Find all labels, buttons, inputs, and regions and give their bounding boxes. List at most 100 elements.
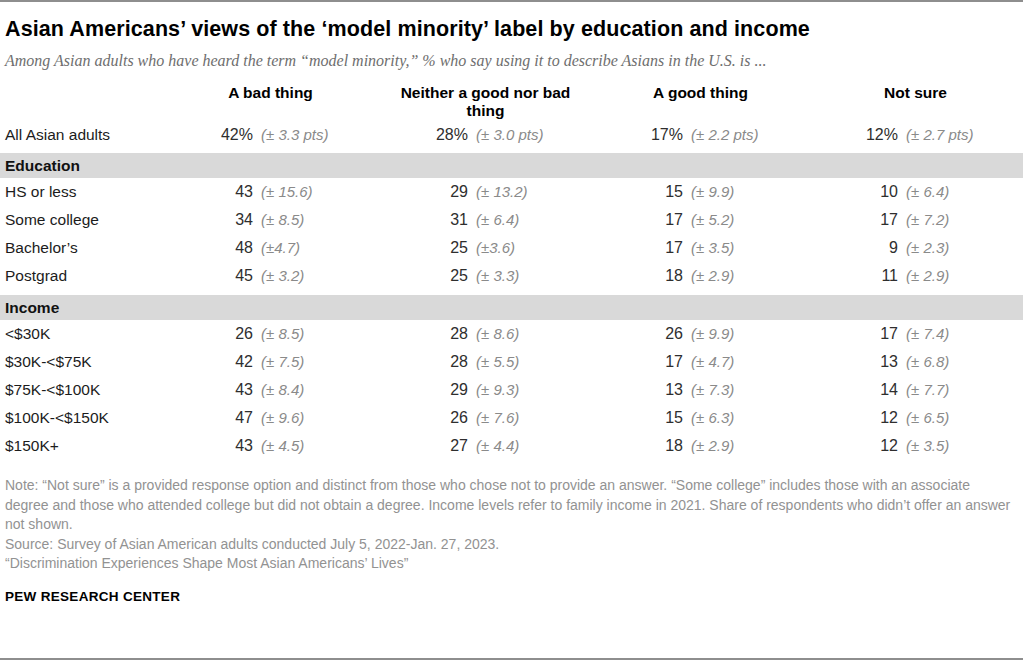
source-text: Source: Survey of Asian American adults … — [5, 535, 1013, 555]
value-cell: 17 — [593, 234, 683, 262]
moe-cell: (± 5.2) — [683, 206, 808, 234]
row-label: Some college — [0, 206, 163, 234]
moe-cell: (± 9.9) — [683, 320, 808, 348]
value-cell: 43 — [163, 376, 253, 404]
table-row-bachelors: Bachelor’s 48 (±4.7) 25 (±3.6) 17 (± 3.5… — [0, 234, 1023, 262]
moe-cell: (± 4.4) — [468, 432, 593, 460]
moe-cell: (± 3.3 pts) — [253, 120, 378, 150]
section-header-income: Income — [0, 295, 1023, 320]
row-label: Postgrad — [0, 262, 163, 290]
row-label: HS or less — [0, 178, 163, 206]
moe-cell: (± 6.8) — [898, 348, 1023, 376]
moe-cell: (± 7.7) — [898, 376, 1023, 404]
value-cell: 14 — [808, 376, 898, 404]
table-row-75k-100k: $75K-<$100K 43 (± 8.4) 29 (± 9.3) 13 (± … — [0, 376, 1023, 404]
column-header-good: A good thing — [593, 84, 808, 102]
moe-cell: (± 2.9) — [898, 262, 1023, 290]
moe-cell: (± 3.3) — [468, 262, 593, 290]
moe-cell: (± 2.3) — [898, 234, 1023, 262]
moe-cell: (± 6.5) — [898, 404, 1023, 432]
value-cell: 42% — [163, 120, 253, 150]
moe-cell: (± 6.4) — [898, 178, 1023, 206]
value-cell: 13 — [808, 348, 898, 376]
value-cell: 15 — [593, 404, 683, 432]
moe-cell: (± 3.5) — [898, 432, 1023, 460]
value-cell: 29 — [378, 178, 468, 206]
moe-cell: (± 8.4) — [253, 376, 378, 404]
moe-cell: (± 2.9) — [683, 262, 808, 290]
column-header-label: A good thing — [653, 84, 748, 102]
value-cell: 45 — [163, 262, 253, 290]
table-row-some-college: Some college 34 (± 8.5) 31 (± 6.4) 17 (±… — [0, 206, 1023, 234]
pew-table-figure: Asian Americans’ views of the ‘model min… — [0, 0, 1023, 660]
moe-cell: (± 2.2 pts) — [683, 120, 808, 150]
table-row-30k-75k: $30K-<$75K 42 (± 7.5) 28 (± 5.5) 17 (± 4… — [0, 348, 1023, 376]
value-cell: 47 — [163, 404, 253, 432]
moe-cell: (± 8.5) — [253, 206, 378, 234]
moe-cell: (± 7.5) — [253, 348, 378, 376]
moe-cell: (± 3.0 pts) — [468, 120, 593, 150]
value-cell: 28% — [378, 120, 468, 150]
note-text: Note: “Not sure” is a provided response … — [5, 476, 1013, 535]
moe-cell: (± 4.5) — [253, 432, 378, 460]
footnotes: Note: “Not sure” is a provided response … — [0, 476, 1021, 574]
moe-cell: (± 3.5) — [683, 234, 808, 262]
value-cell: 43 — [163, 178, 253, 206]
row-label: $75K-<$100K — [0, 376, 163, 404]
value-cell: 15 — [593, 178, 683, 206]
moe-cell: (± 13.2) — [468, 178, 593, 206]
moe-cell: (± 2.9) — [683, 432, 808, 460]
value-cell: 29 — [378, 376, 468, 404]
value-cell: 12 — [808, 404, 898, 432]
row-label: All Asian adults — [0, 120, 163, 150]
row-label: $150K+ — [0, 432, 163, 460]
value-cell: 28 — [378, 348, 468, 376]
value-cell: 28 — [378, 320, 468, 348]
moe-cell: (±3.6) — [468, 234, 593, 262]
value-cell: 25 — [378, 262, 468, 290]
table-header-row: A bad thing Neither a good nor bad thing… — [0, 84, 1023, 120]
row-label: $30K-<$75K — [0, 348, 163, 376]
value-cell: 17 — [808, 206, 898, 234]
table-row-150k-plus: $150K+ 43 (± 4.5) 27 (± 4.4) 18 (± 2.9) … — [0, 432, 1023, 460]
moe-cell: (± 8.6) — [468, 320, 593, 348]
moe-cell: (± 5.5) — [468, 348, 593, 376]
value-cell: 10 — [808, 178, 898, 206]
column-header-label: Not sure — [884, 84, 947, 102]
value-cell: 17 — [808, 320, 898, 348]
row-label: <$30K — [0, 320, 163, 348]
figure-subtitle: Among Asian adults who have heard the te… — [0, 51, 1023, 71]
table-row-postgrad: Postgrad 45 (± 3.2) 25 (± 3.3) 18 (± 2.9… — [0, 262, 1023, 290]
column-header-bad: A bad thing — [163, 84, 378, 102]
moe-cell: (± 9.6) — [253, 404, 378, 432]
table-row-hs-or-less: HS or less 43 (± 15.6) 29 (± 13.2) 15 (±… — [0, 178, 1023, 206]
value-cell: 43 — [163, 432, 253, 460]
value-cell: 12% — [808, 120, 898, 150]
value-cell: 25 — [378, 234, 468, 262]
value-cell: 12 — [808, 432, 898, 460]
value-cell: 42 — [163, 348, 253, 376]
section-header-education: Education — [0, 153, 1023, 178]
page-title: Asian Americans’ views of the ‘model min… — [0, 16, 1023, 42]
moe-cell: (± 7.3) — [683, 376, 808, 404]
column-header-notsure: Not sure — [808, 84, 1023, 102]
report-title-text: “Discrimination Experiences Shape Most A… — [5, 554, 1013, 574]
column-header-label: Neither a good nor bad thing — [400, 84, 572, 120]
moe-cell: (± 15.6) — [253, 178, 378, 206]
pew-research-center-wordmark: PEW RESEARCH CENTER — [0, 589, 1023, 604]
row-label: $100K-<$150K — [0, 404, 163, 432]
moe-cell: (± 2.7 pts) — [898, 120, 1023, 150]
value-cell: 48 — [163, 234, 253, 262]
value-cell: 31 — [378, 206, 468, 234]
moe-cell: (± 3.2) — [253, 262, 378, 290]
value-cell: 11 — [808, 262, 898, 290]
moe-cell: (± 6.4) — [468, 206, 593, 234]
value-cell: 26 — [163, 320, 253, 348]
column-header-label: A bad thing — [228, 84, 313, 102]
column-header-neither: Neither a good nor bad thing — [378, 84, 593, 120]
table-row-100k-150k: $100K-<$150K 47 (± 9.6) 26 (± 7.6) 15 (±… — [0, 404, 1023, 432]
value-cell: 27 — [378, 432, 468, 460]
table-row-under-30k: <$30K 26 (± 8.5) 28 (± 8.6) 26 (± 9.9) 1… — [0, 320, 1023, 348]
table-row-all-asian-adults: All Asian adults 42% (± 3.3 pts) 28% (± … — [0, 120, 1023, 150]
moe-cell: (± 7.6) — [468, 404, 593, 432]
